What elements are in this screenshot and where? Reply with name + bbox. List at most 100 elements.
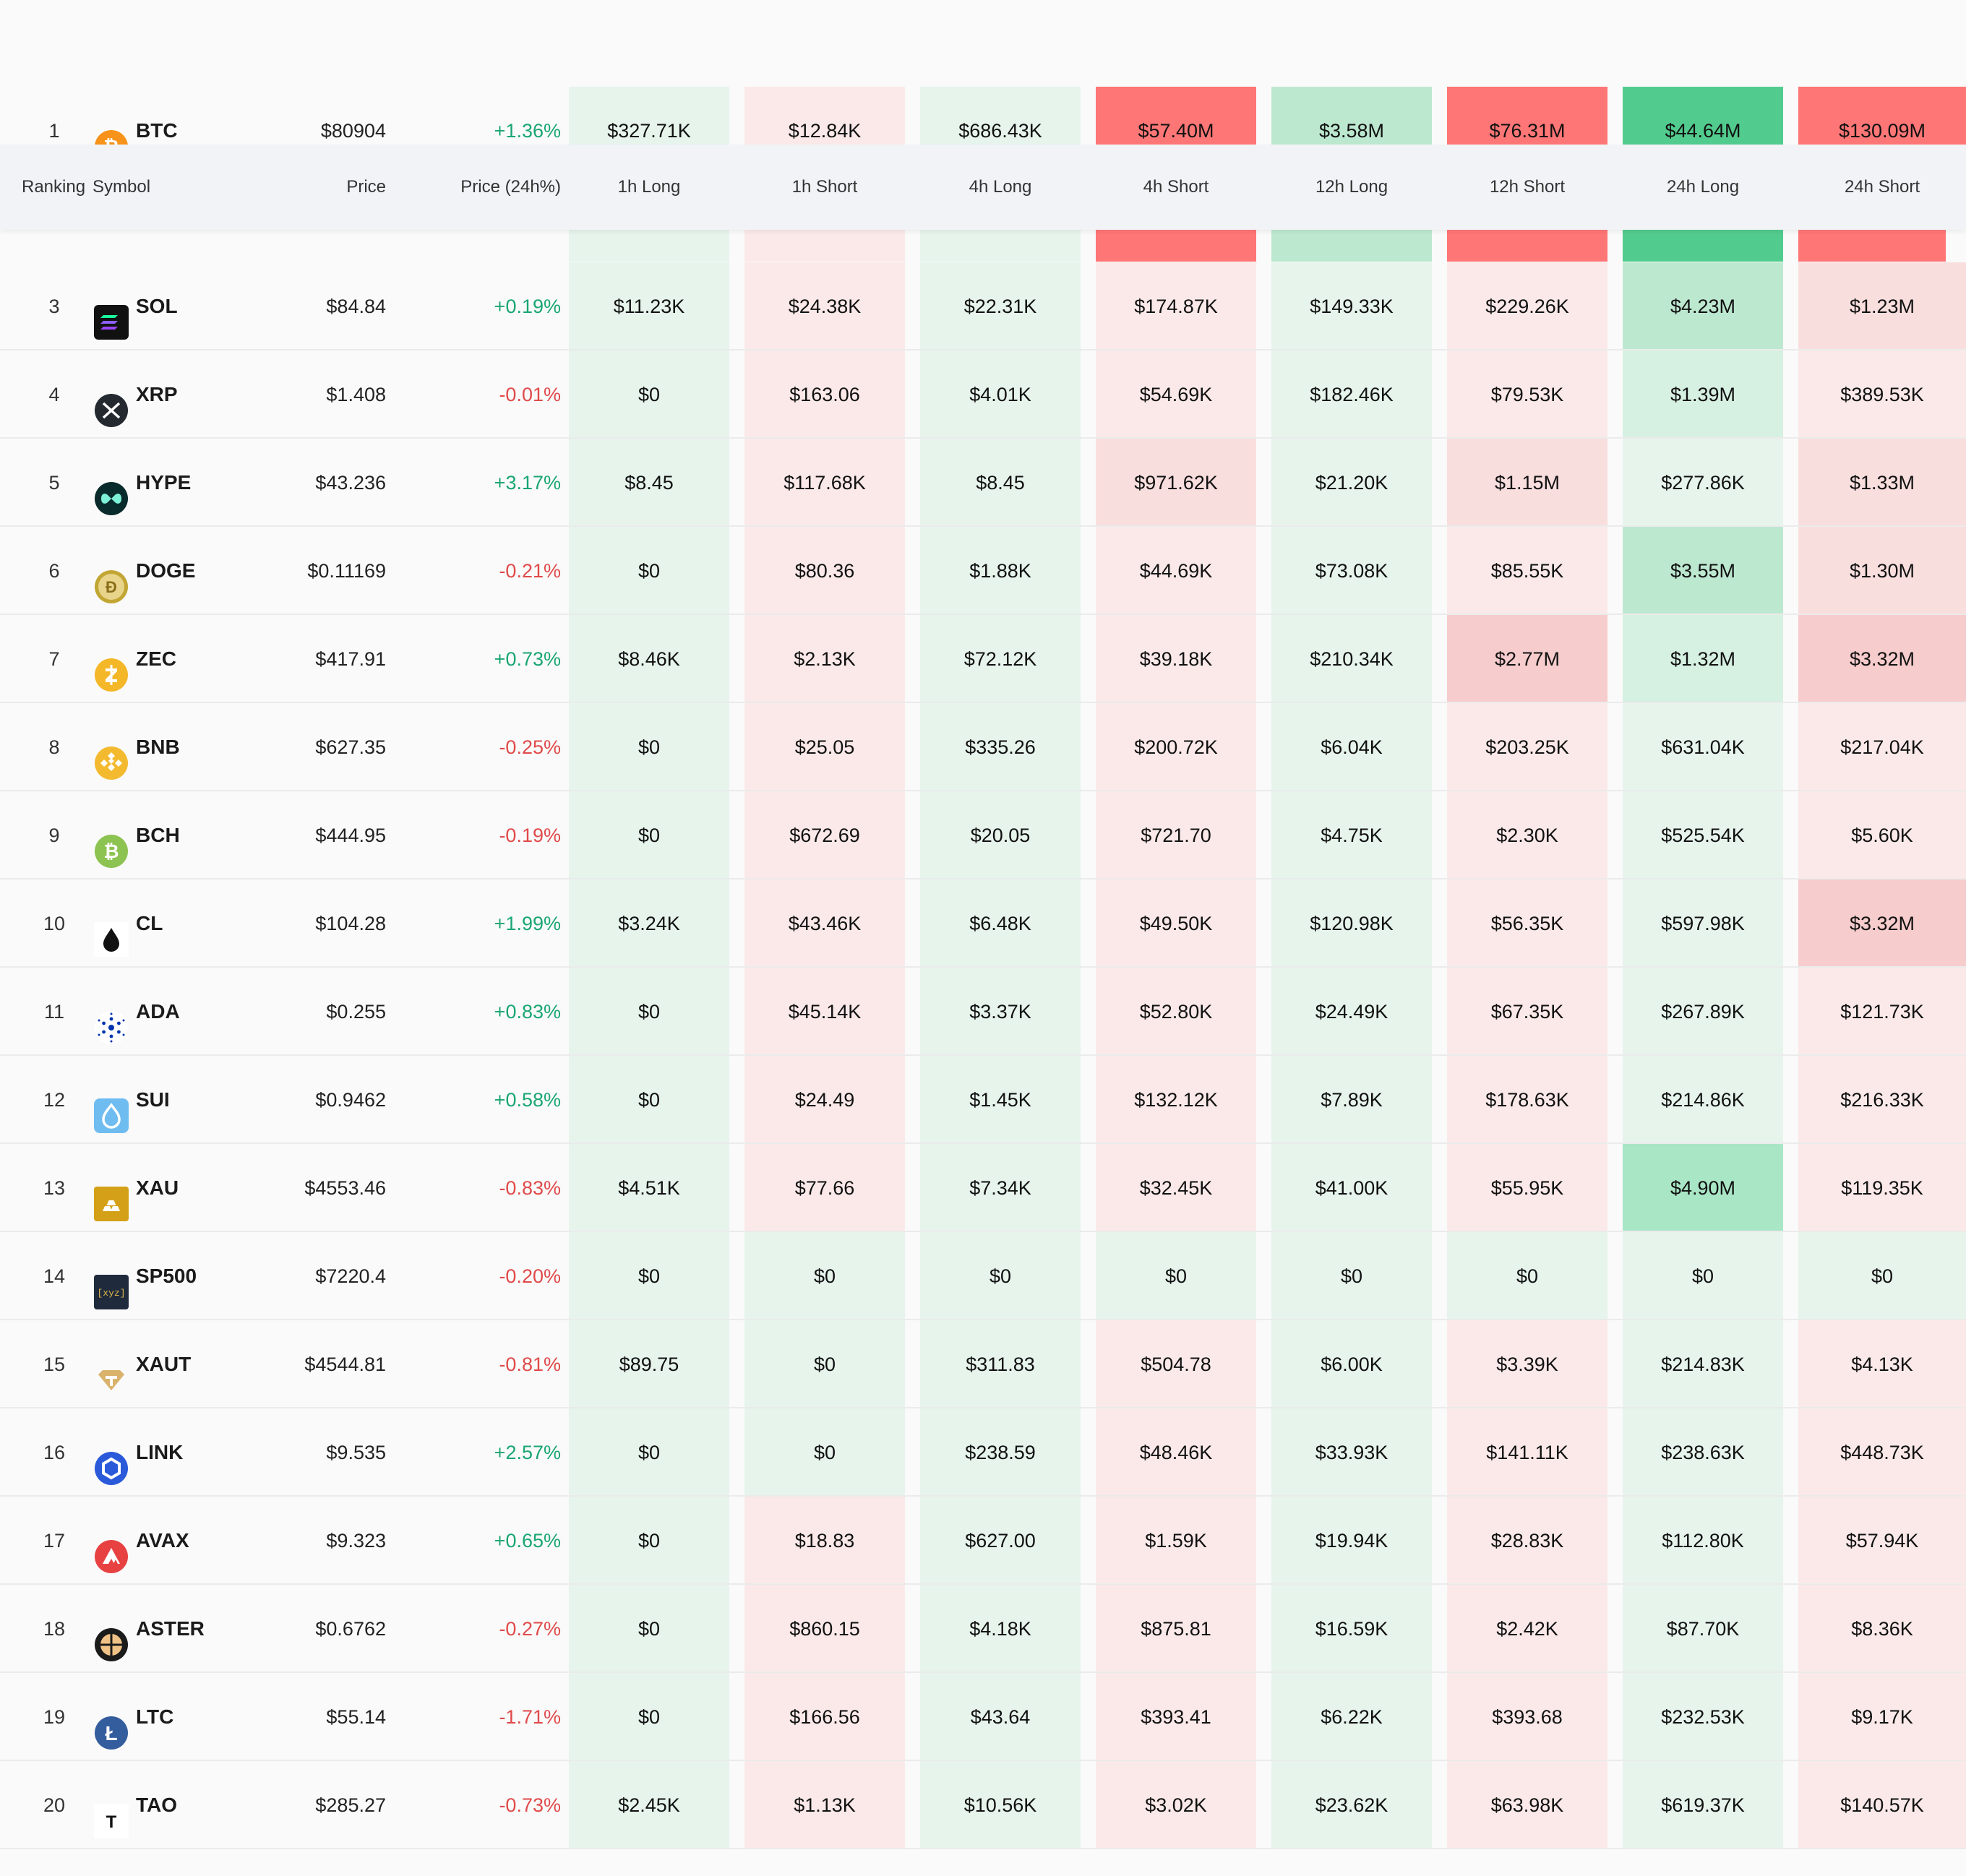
symbol-name: SOL [136,295,178,317]
cell-4h-short: $721.70 [1096,791,1256,879]
table-row[interactable]: 14 [xyz] SP500 $7220.4 -0.20% $0 $0 $0 $0 $0 $0… [0,1232,1966,1320]
header-24h-short[interactable]: 24h Short [1844,177,1920,197]
price: $104.28 [315,913,386,934]
ltc-icon: Ł [94,1700,129,1750]
table-row[interactable]: 3 SOL $84.84 +0.19% $11.23K $24.38K $22.31K $… [0,262,1966,350]
header-4h-short[interactable]: 4h Short [1143,177,1209,197]
header-12h-long[interactable]: 12h Long [1315,177,1388,197]
price-change: +0.19% [494,296,561,317]
table-row[interactable]: 17 AVAX $9.323 +0.65% $0 $18.83 $627.00 $1.59… [0,1497,1966,1585]
symbol-name: DOGE [136,559,196,582]
price: $417.91 [315,648,386,670]
price-change: -0.19% [499,825,561,846]
table-row[interactable]: 13 XAU $4553.46 -0.83% $4.51K $77.66 $7.34K $… [0,1144,1966,1232]
symbol-name: AVAX [136,1529,189,1552]
symbol-cell[interactable]: SOL [94,262,282,350]
symbol-cell[interactable]: CL [94,879,282,968]
header-12h-short[interactable]: 12h Short [1489,177,1566,197]
symbol-cell[interactable]: ADA [94,968,282,1056]
cell-12h-long: $19.94K [1271,1497,1432,1585]
rank: 16 [43,1442,66,1463]
symbol-cell[interactable]: Ð DOGE [94,527,282,615]
header-24h-long[interactable]: 24h Long [1666,177,1740,197]
cell-12h-long: $24.49K [1271,968,1432,1056]
table-row[interactable]: 11 ADA $0.255 +0.83% $0 $45.14K $3.37K $52.80… [0,968,1966,1056]
cell-12h-long: $210.34K [1271,615,1432,703]
cell-4h-short: $1.59K [1096,1497,1256,1585]
cell-24h-short: $8.36K [1798,1585,1966,1673]
symbol-cell[interactable]: ₿ BCH [94,791,282,879]
header-price[interactable]: Price [346,177,386,197]
table-row[interactable]: 7 ZEC $417.91 +0.73% $8.46K $2.13K $72.12K $3… [0,615,1966,703]
table-row[interactable]: 12 SUI $0.9462 +0.58% $0 $24.49 $1.45K $132.1… [0,1056,1966,1144]
table-row[interactable]: 9 ₿ BCH $444.95 -0.19% $0 $672.69 $20.05 $721… [0,791,1966,879]
header-1h-long[interactable]: 1h Long [617,177,681,197]
cell-1h-short: $0 [744,1320,905,1408]
symbol-cell[interactable]: BNB [94,703,282,791]
cell-24h-long: $267.89K [1623,968,1783,1056]
cell-12h-long: $23.62K [1271,1761,1432,1849]
cell-4h-short: $393.41 [1096,1673,1256,1761]
cell-24h-short: $140.57K [1798,1761,1966,1849]
table-row[interactable]: 20 T TAO $285.27 -0.73% $2.45K $1.13K $10.56… [0,1761,1966,1849]
cell-12h-short: $1.15M [1447,439,1607,527]
cell-4h-short: $971.62K [1096,439,1256,527]
cell-4h-short: $48.46K [1096,1408,1256,1497]
symbol-cell[interactable]: AVAX [94,1497,282,1585]
cell-1h-short: $860.15 [744,1585,905,1673]
cell-24h-short: $216.33K [1798,1056,1966,1144]
cell-1h-long: $0 [569,791,729,879]
symbol-cell[interactable]: T TAO [94,1761,282,1849]
table-row[interactable]: 6 Ð DOGE $0.11169 -0.21% $0 $80.36 $1.88K $44… [0,527,1966,615]
gold-bars-icon [94,1171,129,1221]
table-row[interactable]: 18 ASTER $0.6762 -0.27% $0 $860.15 $4.18K $87… [0,1585,1966,1673]
rank: 20 [43,1794,66,1816]
cell-1h-short: $672.69 [744,791,905,879]
symbol-cell[interactable]: Ł LTC [94,1673,282,1761]
table-row[interactable]: 8 BNB $627.35 -0.25% $0 $25.05 $335.26 $200.7… [0,703,1966,791]
price-change: +0.73% [494,648,561,670]
header-4h-long[interactable]: 4h Long [969,177,1032,197]
svg-text:T: T [106,1812,117,1832]
symbol-cell[interactable]: SUI [94,1056,282,1144]
cell-12h-long: $41.00K [1271,1144,1432,1232]
table-header: Ranking Symbol Price Price (24h%) 1h Lon… [0,145,1966,230]
cell-1h-short: $0 [744,1232,905,1320]
symbol-cell[interactable]: ASTER [94,1585,282,1673]
cell-1h-long: $0 [569,1056,729,1144]
cell-4h-long: $3.37K [920,968,1081,1056]
symbol-cell[interactable]: XAUT [94,1320,282,1408]
symbol-cell[interactable]: XRP [94,350,282,439]
cell-1h-short: $80.36 [744,527,905,615]
cell-1h-long: $0 [569,1497,729,1585]
table-row[interactable]: 4 XRP $1.408 -0.01% $0 $163.06 $4.01K $54.69K… [0,350,1966,439]
cell-24h-short: $57.94K [1798,1497,1966,1585]
cell-24h-long: $232.53K [1623,1673,1783,1761]
symbol-cell[interactable]: LINK [94,1408,282,1497]
price: $0.6762 [315,1618,386,1640]
symbol-name: XRP [136,383,178,405]
cell-4h-long: $627.00 [920,1497,1081,1585]
symbol-cell[interactable]: XAU [94,1144,282,1232]
symbol-cell[interactable]: [xyz] SP500 [94,1232,282,1320]
header-price-change[interactable]: Price (24h%) [460,177,561,197]
symbol-name: TAO [136,1794,178,1816]
table-row[interactable]: 15 XAUT $4544.81 -0.81% $89.75 $0 $311.83 $50… [0,1320,1966,1408]
symbol-cell[interactable]: ZEC [94,615,282,703]
symbol-cell[interactable]: HYPE [94,439,282,527]
price-change: -0.20% [499,1265,561,1287]
cell-4h-short: $39.18K [1096,615,1256,703]
table-row[interactable]: 10 CL $104.28 +1.99% $3.24K $43.46K $6.48K $4… [0,879,1966,968]
header-symbol[interactable]: Symbol [93,177,151,197]
header-1h-short[interactable]: 1h Short [791,177,858,197]
cell-24h-long: $0 [1623,1232,1783,1320]
table-row[interactable]: 19 Ł LTC $55.14 -1.71% $0 $166.56 $43.64 $393… [0,1673,1966,1761]
table-row[interactable]: 5 HYPE $43.236 +3.17% $8.45 $117.68K $8.45 $9… [0,439,1966,527]
cell-24h-long: $1.32M [1623,615,1783,703]
header-ranking[interactable]: Ranking [22,177,86,197]
table-row[interactable]: 16 LINK $9.535 +2.57% $0 $0 $238.59 $48.46K $3… [0,1408,1966,1497]
cell-4h-long: $22.31K [920,262,1081,350]
cell-1h-long: $0 [569,968,729,1056]
hidden-row-cell [1096,230,1256,262]
